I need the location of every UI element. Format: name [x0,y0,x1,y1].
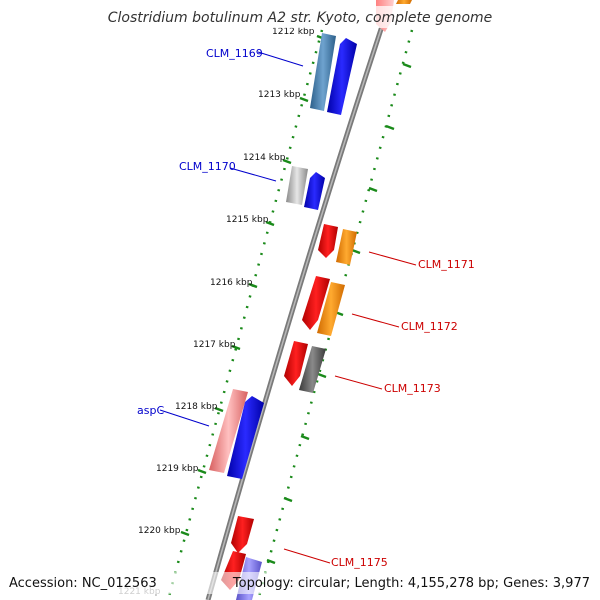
tick-label-1212: 1212 kbp [272,27,315,37]
tick-label-1219: 1219 kbp [156,464,199,474]
gene-label-clm1169[interactable]: CLM_1169 [206,47,263,60]
tick-label-1214: 1214 kbp [243,153,286,163]
gene-top-partial-orange[interactable] [396,0,412,4]
gene-label-clm1172[interactable]: CLM_1172 [401,320,458,333]
tick-label-1216: 1216 kbp [210,278,253,288]
gene-clm1173-strand[interactable] [299,346,326,393]
gene-clm1170-strand[interactable] [304,172,325,210]
tick-label-1218: 1218 kbp [175,402,218,412]
gene-label-clm1173[interactable]: CLM_1173 [384,382,441,395]
gene-clm1169-forward[interactable] [310,33,336,111]
tick-label-1213: 1213 kbp [258,90,301,100]
gene-clm1171-reverse[interactable] [318,224,338,258]
gene-clm1172-reverse[interactable] [302,276,330,330]
scale-ticks [180,34,412,565]
tick-label-1220: 1220 kbp [138,526,181,536]
gene-aspc-forward[interactable] [209,389,248,473]
tick-label-1215: 1215 kbp [226,215,269,225]
gene-clm1172-strand[interactable] [317,282,345,336]
topology-text: Topology: circular; Length: 4,155,278 bp… [232,576,590,591]
gene-clm1170-forward[interactable] [286,166,308,205]
gene-clm1175-reverse[interactable] [231,516,254,553]
gene-clm1169-strand[interactable] [327,38,357,115]
left-dotted-track [166,29,324,600]
gene-label-clm1170[interactable]: CLM_1170 [179,160,236,173]
gene-aspc-strand[interactable] [227,396,264,479]
gene-label-clm1175[interactable]: CLM_1175 [331,556,388,569]
gene-clm1173-reverse[interactable] [284,341,308,386]
label-leaders [159,51,417,564]
gene-label-aspc[interactable]: aspC [137,404,164,417]
gene-clm1171-strand[interactable] [336,229,357,265]
accession-text: Accession: NC_012563 [9,576,157,591]
gene-label-clm1171[interactable]: CLM_1171 [418,258,475,271]
tick-label-1217: 1217 kbp [193,340,236,350]
map-title: Clostridium botulinum A2 str. Kyoto, com… [108,10,493,26]
